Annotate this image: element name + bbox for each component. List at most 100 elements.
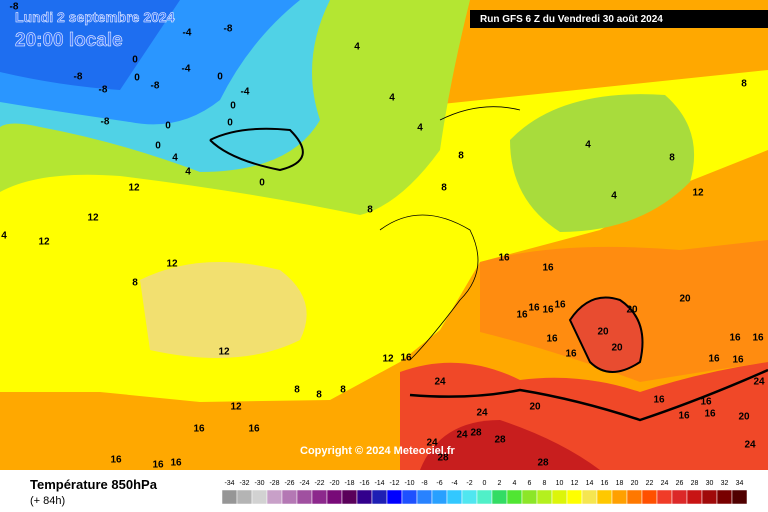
zone-dark-red	[420, 420, 600, 470]
contour-label: 24	[434, 377, 446, 388]
colorbar-swatch	[251, 489, 268, 505]
contour-label: 0	[227, 118, 233, 129]
colorbar-label: 0	[483, 480, 487, 487]
contour-label: 28	[494, 435, 506, 446]
contour-zero	[209, 127, 304, 172]
colorbar-swatch	[311, 489, 328, 505]
contour-label: 4	[417, 123, 423, 134]
colorbar-swatch	[596, 489, 613, 505]
colorbar-swatch	[506, 489, 523, 505]
zone-red-balkans	[568, 296, 644, 373]
contour-label: -8	[101, 117, 110, 128]
contour-label: 16	[193, 424, 205, 435]
colorbar-swatch	[581, 489, 598, 505]
contour-label: 20	[597, 327, 609, 338]
contour-label: 16	[528, 303, 540, 314]
contour-label: 12	[382, 354, 394, 365]
colorbar-swatch	[446, 489, 463, 505]
contour-label: 0	[165, 121, 171, 132]
contour-label: 4	[185, 167, 191, 178]
contour-label: 12	[692, 188, 704, 199]
colorbar-label: -16	[359, 480, 369, 487]
colorbar-swatch	[296, 489, 313, 505]
contour-label: -8	[99, 85, 108, 96]
contour-label: 16	[700, 397, 712, 408]
contour-label: 24	[476, 408, 488, 419]
contour-label: 4	[172, 153, 178, 164]
contour-labels: -8-4 -80-8-8 -8-40 0-400-8 00440444888121212…	[1, 2, 765, 471]
colorbar-label: -6	[436, 480, 442, 487]
contour-label: 8	[458, 151, 464, 162]
contour-label: -4	[183, 28, 192, 39]
colorbar-label: -24	[299, 480, 309, 487]
contour-label: 16	[565, 349, 577, 360]
colorbar-label: -18	[344, 480, 354, 487]
colorbar-swatch	[686, 489, 703, 505]
contour-label: -8	[224, 24, 233, 35]
colorbar-label: 8	[543, 480, 547, 487]
colorbar-swatch	[656, 489, 673, 505]
colorbar-swatch	[416, 489, 433, 505]
colorbar-swatch	[461, 489, 478, 505]
colorbar-swatch	[671, 489, 688, 505]
contour-label: -4	[182, 64, 191, 75]
colorbar-label: -10	[404, 480, 414, 487]
colorbar-label: 16	[601, 480, 609, 487]
contour-label: 8	[367, 205, 373, 216]
colorbar-label: -28	[269, 480, 279, 487]
contour-label: 0	[230, 101, 236, 112]
colorbar-label: 20	[631, 480, 639, 487]
contour-label: 16	[152, 460, 164, 471]
colorbar-swatch	[236, 489, 253, 505]
contour-label: 20	[529, 402, 541, 413]
contour-label: 12	[87, 213, 99, 224]
colorbar-label: 4	[513, 480, 517, 487]
colorbar-label: 26	[676, 480, 684, 487]
colorbar-swatch	[356, 489, 373, 505]
time: 20:00 locale	[15, 30, 123, 51]
colorbar-swatch	[266, 489, 283, 505]
colorbar-label: 34	[736, 480, 744, 487]
colorbar-label: 22	[646, 480, 654, 487]
copyright: Copyright © 2024 Meteociel.fr	[300, 445, 456, 457]
contour-label: 0	[259, 178, 265, 189]
contour-label: 16	[732, 355, 744, 366]
colorbar-label: -14	[374, 480, 384, 487]
contour-label: 16	[498, 253, 510, 264]
colorbar-swatch	[611, 489, 628, 505]
colorbar-label: -20	[329, 480, 339, 487]
colorbar-swatch	[431, 489, 448, 505]
colorbar-swatch	[281, 489, 298, 505]
colorbar-label: -12	[389, 480, 399, 487]
colorbar-label: 18	[616, 480, 624, 487]
contour-label: -8	[10, 2, 19, 13]
contour-label: 12	[38, 237, 50, 248]
contour-label: 4	[585, 140, 591, 151]
colorbar-swatch	[626, 489, 643, 505]
contour-label: -4	[241, 87, 250, 98]
contour-label: 4	[354, 42, 360, 53]
colorbar-label: 12	[571, 480, 579, 487]
colorbar-swatch	[476, 489, 493, 505]
contour-label: 16	[248, 424, 260, 435]
contour-label: -8	[74, 72, 83, 83]
coastline	[379, 106, 521, 361]
colorbar-label: 28	[691, 480, 699, 487]
colorbar-swatch	[221, 489, 238, 505]
contour-label: 16	[400, 353, 412, 364]
contour-label: 8	[340, 385, 346, 396]
colorbar-label: -26	[284, 480, 294, 487]
contour-label: 20	[626, 305, 638, 316]
contour-label: 12	[166, 259, 178, 270]
date: Lundi 2 septembre 2024	[15, 9, 175, 25]
contour-label: 20	[679, 294, 691, 305]
colorbar-swatch	[401, 489, 418, 505]
contour-label: 0	[134, 73, 140, 84]
colorbar-label: 10	[556, 480, 564, 487]
contour-label: 16	[542, 263, 554, 274]
legend-subtitle: (+ 84h)	[30, 495, 65, 507]
contour-label: 16	[678, 411, 690, 422]
contour-label: 16	[542, 305, 554, 316]
colorbar-swatch	[371, 489, 388, 505]
